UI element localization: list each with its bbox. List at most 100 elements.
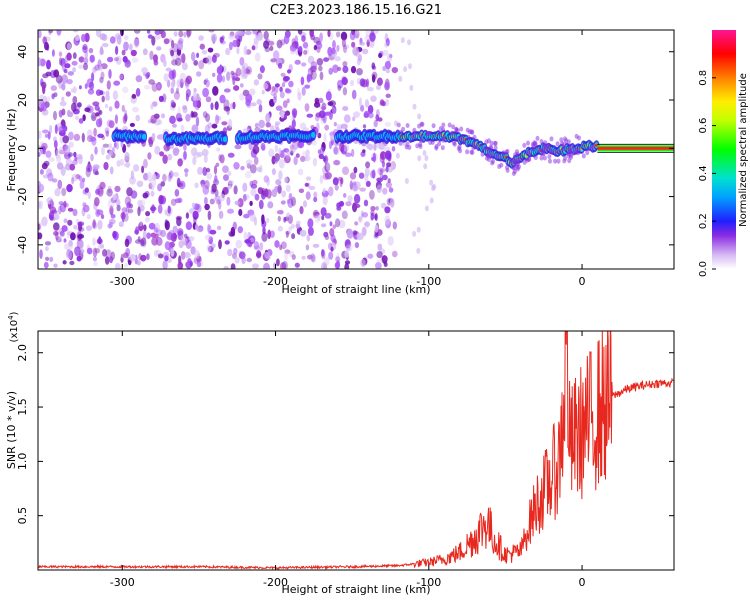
noise-blob <box>38 152 41 157</box>
noise-blob <box>121 104 125 112</box>
noise-blob <box>191 126 197 131</box>
band-halo <box>431 123 436 129</box>
noise-blob <box>90 153 94 162</box>
noise-blob <box>39 169 44 175</box>
noise-blob <box>205 96 212 103</box>
noise-blob <box>416 226 421 233</box>
noise-blob <box>153 60 159 66</box>
band-halo <box>577 146 582 152</box>
noise-blob <box>304 103 310 112</box>
noise-blob <box>243 231 248 241</box>
colorbar-ticks: 0.0 0.2 0.4 0.6 0.8 <box>698 70 716 277</box>
noise-blob <box>245 93 253 103</box>
noise-blob <box>416 247 421 254</box>
noise-blob <box>71 60 78 66</box>
noise-blob <box>76 218 80 223</box>
noise-blob <box>242 182 248 192</box>
noise-blob <box>271 86 276 92</box>
noise-blob <box>107 198 115 209</box>
noise-blob <box>385 38 390 47</box>
noise-blob <box>371 62 376 69</box>
noise-blob <box>252 30 257 35</box>
noise-blob <box>172 171 180 177</box>
noise-blob <box>313 191 318 198</box>
colorbar-label: Normalized spectral amplitude <box>738 73 749 227</box>
noise-blob <box>97 133 104 138</box>
band-halo <box>494 153 499 159</box>
noise-blob <box>282 100 288 108</box>
noise-blob <box>46 197 53 205</box>
noise-blob <box>100 71 105 80</box>
noise-blob <box>376 251 383 259</box>
noise-blob <box>323 155 329 164</box>
noise-blob <box>379 99 385 106</box>
noise-blob <box>365 221 370 228</box>
noise-blob <box>184 168 189 174</box>
noise-blob <box>353 203 361 209</box>
noise-blob <box>360 151 366 158</box>
noise-blob <box>166 79 171 88</box>
noise-blob <box>367 104 374 114</box>
noise-blob <box>127 208 134 214</box>
noise-blob <box>238 208 243 217</box>
noise-blob <box>306 234 311 242</box>
noise-blob <box>268 148 275 158</box>
noise-blob <box>101 135 105 140</box>
noise-blob <box>233 247 238 255</box>
noise-blob <box>71 173 78 182</box>
noise-blob <box>339 178 343 188</box>
noise-blob <box>137 206 141 217</box>
noise-blob <box>97 220 103 230</box>
noise-blob <box>245 66 252 75</box>
noise-blob <box>93 261 98 267</box>
noise-blob <box>174 189 180 197</box>
band-halo <box>415 143 420 149</box>
noise-blob <box>333 146 340 156</box>
noise-blob <box>375 262 382 269</box>
noise-blob <box>227 208 234 214</box>
noise-blob <box>257 187 264 195</box>
noise-blob <box>124 196 132 206</box>
snr-y-label: SNR (10 * v/v) <box>5 391 18 469</box>
noise-blob <box>78 56 85 63</box>
noise-blob <box>148 182 153 190</box>
noise-blob <box>116 160 121 167</box>
noise-blob <box>147 119 152 124</box>
noise-blob <box>305 149 310 157</box>
noise-blob <box>222 127 228 136</box>
noise-blob <box>178 37 184 45</box>
noise-blob <box>172 123 177 128</box>
noise-blob <box>193 88 197 93</box>
noise-blob <box>122 56 128 63</box>
noise-blob <box>66 184 73 193</box>
noise-blob <box>382 49 389 56</box>
noise-blob <box>183 143 187 151</box>
noise-blob <box>211 123 218 129</box>
noise-blob <box>145 211 151 217</box>
noise-blob <box>105 154 111 160</box>
noise-blob <box>284 249 291 254</box>
noise-blob <box>53 222 60 231</box>
band-halo <box>438 132 443 138</box>
snr-y-tick-label: 0.5 <box>16 507 29 525</box>
noise-blob <box>230 263 236 269</box>
band-halo <box>555 141 560 147</box>
noise-blob <box>327 46 333 57</box>
noise-blob <box>163 38 170 45</box>
noise-blob <box>303 155 311 162</box>
noise-blob <box>374 224 379 233</box>
noise-blob <box>366 142 370 149</box>
noise-blob <box>204 196 208 205</box>
noise-blob <box>170 233 177 242</box>
noise-blob <box>92 66 97 73</box>
noise-blob <box>195 116 200 127</box>
noise-blob <box>285 88 292 94</box>
noise-blob <box>385 165 389 173</box>
noise-blob <box>76 255 82 262</box>
noise-blob <box>262 83 269 90</box>
noise-blob <box>424 155 429 162</box>
noise-blob <box>385 68 390 74</box>
band-halo <box>585 150 590 156</box>
noise-blob <box>258 199 264 210</box>
noise-blob <box>252 179 258 185</box>
